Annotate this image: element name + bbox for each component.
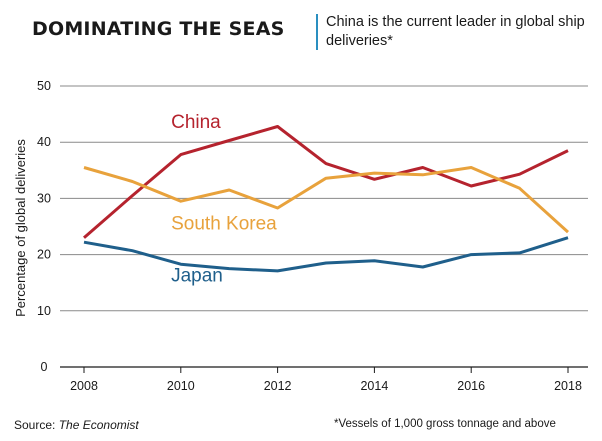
footnote: *Vessels of 1,000 gross tonnage and abov… <box>334 418 556 430</box>
x-tick-label: 2016 <box>457 379 485 393</box>
series-lines <box>83 125 570 273</box>
y-axis-label: Percentage of global deliveries <box>13 139 28 317</box>
series-label-china: China <box>171 112 221 133</box>
x-tick-label: 2008 <box>70 379 98 393</box>
series-line-china <box>83 125 569 239</box>
gridlines <box>60 85 588 368</box>
series-label-japan: Japan <box>171 266 223 287</box>
series-line-japan <box>83 236 569 273</box>
y-tick-label: 0 <box>41 360 48 374</box>
x-tick-label: 2014 <box>360 379 388 393</box>
x-tick-label: 2012 <box>264 379 292 393</box>
source-prefix: Source: <box>14 418 56 432</box>
chart-title: DOMINATING THE SEAS <box>32 18 285 40</box>
title-divider <box>316 14 318 50</box>
y-tick-label: 30 <box>37 191 51 205</box>
x-axis-ticks: 2008 2010 2012 2014 2016 2018 <box>70 367 582 393</box>
series-line-south-korea <box>83 166 570 234</box>
x-tick-label: 2010 <box>167 379 195 393</box>
series-labels: China South Korea Japan <box>171 112 277 286</box>
x-tick-label: 2018 <box>554 379 582 393</box>
chart-subtitle: China is the current leader in global sh… <box>326 14 585 49</box>
y-tick-label: 20 <box>37 248 51 262</box>
source-note: Source: The Economist <box>14 418 139 432</box>
series-label-south-korea: South Korea <box>171 213 277 234</box>
source-name: The Economist <box>58 418 139 432</box>
y-tick-label: 40 <box>37 135 51 149</box>
y-tick-label: 50 <box>37 79 51 93</box>
y-axis-ticks: 0 10 20 30 40 50 <box>37 79 51 374</box>
y-tick-label: 10 <box>37 304 51 318</box>
